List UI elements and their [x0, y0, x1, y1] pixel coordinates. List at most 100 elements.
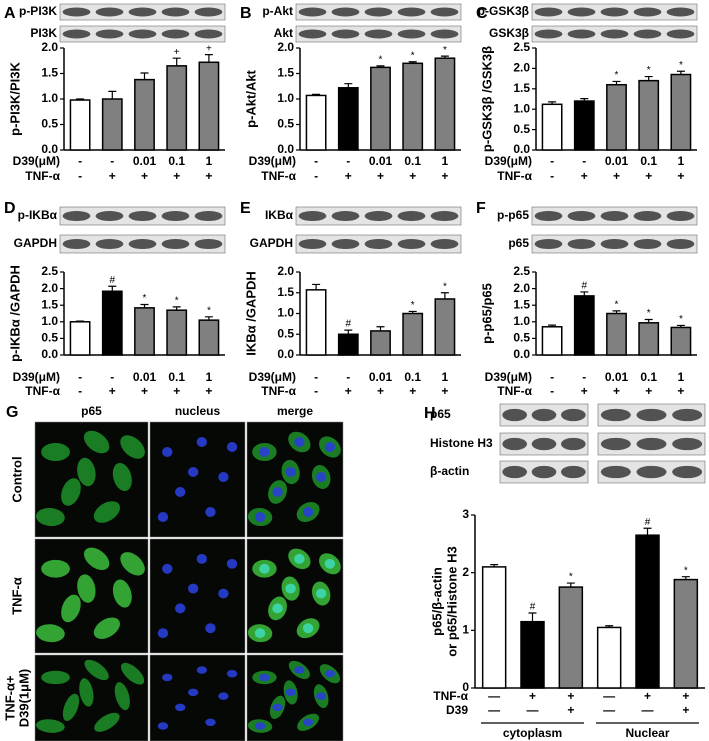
significance-marker: #: [110, 275, 116, 286]
nucleus: [175, 487, 186, 497]
error-bar: [676, 324, 685, 328]
cell: [94, 712, 120, 732]
bar: [541, 103, 563, 151]
nucleus: [188, 467, 199, 477]
blot-band: [430, 210, 459, 222]
cell: [41, 443, 70, 461]
row-cell: -: [78, 384, 82, 398]
row-cell: —: [603, 689, 615, 703]
nucleus: [175, 703, 186, 712]
row-label: D39(μM): [249, 370, 296, 384]
y-tick-label: 1.5: [513, 297, 530, 311]
y-axis-label: p-GSK3β /GSK3β: [479, 46, 494, 152]
error-bar: [140, 72, 149, 80]
row-cell: —: [527, 703, 539, 717]
y-tick-label: 0.0: [277, 347, 294, 361]
y-tick-label: 2.0: [513, 61, 530, 75]
row-cell: +: [205, 169, 212, 183]
row-label: Control: [9, 456, 24, 502]
nucleus: [302, 718, 314, 727]
y-tick-label: 1.0: [41, 314, 58, 328]
row-cell: 1: [442, 370, 449, 384]
bar: [101, 290, 123, 356]
blot-band: [502, 437, 527, 451]
y-tick-label: 2: [462, 565, 469, 579]
blot-band: [633, 29, 662, 39]
blot-band: [397, 7, 426, 17]
nucleus: [196, 553, 207, 564]
blot-band: [364, 29, 393, 39]
nucleus: [157, 512, 169, 522]
nucleus: [315, 472, 327, 482]
error-bar: [676, 70, 685, 75]
row-label: TNF-α: [497, 384, 532, 398]
row-cell: +: [109, 169, 116, 183]
row-cell: +: [441, 169, 448, 183]
row-cell: +: [345, 169, 352, 183]
y-axis-label: p65/β-actin: [429, 567, 444, 636]
significance-marker: *: [615, 70, 619, 81]
bar: [606, 83, 627, 151]
row-label: D39: [446, 703, 468, 717]
error-bar: [408, 61, 417, 64]
nucleus: [285, 467, 296, 477]
nucleus: [285, 688, 296, 697]
nucleus: [157, 722, 169, 730]
row-cell: -: [346, 370, 350, 384]
cell: [36, 624, 65, 643]
y-axis-label: p-Akt/Akt: [243, 69, 258, 127]
significance-marker: *: [684, 565, 688, 576]
error-bar: [580, 291, 589, 296]
blot-band: [502, 465, 527, 479]
error-bar: [172, 57, 181, 66]
blot-band: [331, 7, 360, 17]
bar: [670, 73, 692, 151]
blot-band: [430, 7, 459, 17]
blot-label: GAPDH: [250, 236, 293, 250]
blot-label: GAPDH: [14, 236, 57, 250]
row-cell: +: [441, 384, 448, 398]
significance-marker: *: [647, 308, 651, 319]
row-cell: 0.1: [168, 154, 185, 168]
blot-band: [633, 7, 662, 17]
nucleus: [294, 437, 305, 447]
blot-label: GSK3β: [489, 26, 529, 40]
row-cell: -: [78, 370, 82, 384]
error-bar: [566, 582, 575, 588]
blot-band: [95, 238, 124, 250]
blot-band: [567, 29, 596, 39]
row-cell: +: [682, 689, 689, 703]
nucleus: [272, 703, 283, 712]
blot-band: [666, 210, 695, 222]
cell: [83, 547, 110, 571]
blot-band: [561, 408, 586, 422]
y-axis-label: p-p65/p65: [479, 283, 494, 344]
error-bar: [204, 316, 213, 321]
nucleus: [315, 692, 327, 700]
blot-band: [194, 210, 223, 222]
nucleus: [162, 673, 173, 682]
nucleus: [272, 487, 283, 497]
cell: [41, 670, 70, 685]
blot-band: [672, 465, 703, 479]
error-bar: [644, 318, 653, 323]
blot-band: [194, 238, 223, 250]
y-tick-label: 0.5: [513, 331, 530, 345]
row-label: TNF-α: [433, 689, 468, 703]
row-cell: +: [205, 384, 212, 398]
bar: [134, 78, 155, 151]
error-bar: [108, 285, 117, 292]
row-cell: +: [567, 703, 574, 717]
nucleus: [205, 507, 216, 517]
blot-band: [397, 29, 426, 39]
row-cell: 0.1: [640, 370, 657, 384]
row-label: D39(μM): [13, 370, 60, 384]
blot-band: [567, 238, 596, 250]
blot-label: β-actin: [430, 464, 469, 478]
bar: [434, 57, 456, 151]
y-axis-label: p-PI3K/PI3K: [7, 62, 22, 136]
y-tick-label: 2.0: [41, 281, 58, 295]
y-tick-label: 1.5: [513, 81, 530, 95]
row-cell: 0.1: [640, 154, 657, 168]
